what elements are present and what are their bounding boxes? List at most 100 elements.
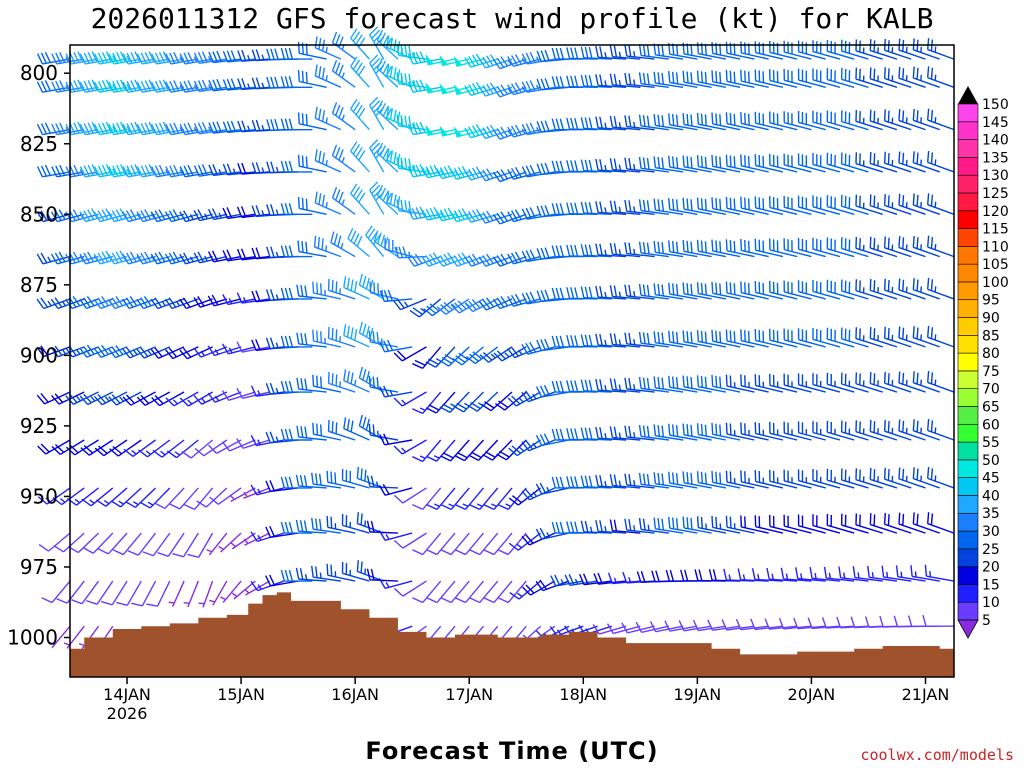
wind-barb: [869, 109, 898, 131]
x-tick-sublabel: 2026: [107, 704, 148, 723]
wind-barb: [883, 38, 912, 60]
wind-barb: [369, 281, 399, 300]
wind-barb: [164, 209, 199, 223]
wind-barb: [493, 346, 527, 362]
wind-barb: [440, 532, 470, 556]
colorbar-label: 55: [982, 435, 1000, 451]
wind-barb: [783, 280, 812, 300]
wind-barb: [840, 327, 869, 348]
wind-barb: [407, 206, 441, 220]
wind-barb: [711, 329, 741, 348]
wind-barb: [769, 238, 798, 258]
wind-barb: [912, 467, 940, 489]
wind-barb: [638, 72, 669, 89]
colorbar-swatch: [957, 584, 979, 603]
wind-barb: [725, 239, 755, 258]
wind-barb: [840, 372, 869, 393]
colorbar-label: 45: [982, 471, 1000, 487]
wind-barb: [314, 191, 342, 215]
wind-barb: [138, 439, 171, 458]
colorbar-label: 100: [982, 275, 1009, 291]
wind-barb: [107, 208, 142, 223]
wind-barb: [122, 209, 156, 223]
wind-barb: [696, 516, 727, 534]
wind-barb: [492, 84, 527, 98]
y-tick-label: 825: [20, 132, 58, 156]
wind-barb: [668, 516, 698, 534]
wind-barb: [812, 373, 841, 393]
wind-barb: [295, 519, 327, 534]
wind-barb: [653, 198, 684, 215]
wind-barb: [265, 574, 299, 587]
wind-barb: [343, 324, 370, 348]
wind-barb: [883, 236, 912, 258]
wind-barb: [412, 391, 442, 415]
wind-barb: [898, 326, 926, 348]
wind-barb: [653, 517, 684, 534]
wind-barb: [725, 515, 755, 534]
wind-barb: [754, 238, 784, 258]
wind-barb: [396, 199, 427, 215]
wind-barb: [311, 472, 342, 489]
wind-barb: [535, 384, 570, 398]
wind-barb: [566, 380, 598, 393]
wind-barb: [467, 391, 499, 412]
wind-barb: [754, 196, 784, 215]
wind-barb: [797, 237, 826, 258]
colorbar-label: 80: [982, 346, 1000, 362]
wind-barb: [769, 373, 798, 393]
wind-barb: [358, 273, 385, 300]
colorbar-swatch: [957, 601, 979, 621]
wind-barb: [840, 39, 869, 60]
wind-barb: [218, 532, 242, 553]
wind-barb: [609, 242, 641, 258]
wind-barb: [150, 251, 185, 265]
colorbar-swatch: [957, 174, 979, 194]
wind-barb: [280, 287, 313, 300]
wind-barb: [53, 532, 85, 553]
wind-barb: [108, 51, 142, 65]
wind-barb: [492, 169, 527, 183]
wind-barb: [797, 110, 826, 131]
wind-barb: [809, 567, 841, 582]
wind-barb: [440, 487, 470, 511]
wind-barb: [71, 580, 100, 605]
wind-barb: [668, 423, 698, 441]
wind-barb: [421, 252, 456, 267]
wind-barb: [783, 469, 812, 489]
wind-barb: [535, 433, 570, 447]
wind-barb: [769, 111, 798, 131]
wind-barb: [207, 294, 242, 307]
wind-barb: [37, 487, 71, 505]
wind-barb: [206, 532, 228, 556]
wind-barb: [193, 296, 228, 308]
wind-barb: [696, 70, 727, 89]
wind-barb: [412, 580, 442, 604]
wind-barb: [393, 391, 427, 407]
wind-barb: [769, 421, 798, 441]
wind-barb: [331, 59, 356, 88]
wind-barb: [179, 210, 213, 223]
wind-barb: [797, 195, 826, 215]
wind-barb: [595, 45, 627, 60]
wind-barb: [797, 68, 826, 88]
colorbar-label: 95: [982, 293, 1000, 309]
x-tick-label: 16JAN: [331, 685, 379, 704]
wind-barb: [492, 126, 527, 140]
colorbar-label: 120: [982, 204, 1009, 220]
wind-barb: [855, 468, 883, 489]
wind-barb: [812, 327, 841, 348]
wind-barb: [366, 520, 398, 534]
wind-barb: [926, 419, 955, 441]
wind-barb: [314, 64, 342, 88]
wind-barb: [369, 54, 385, 88]
wind-barb: [393, 580, 427, 597]
wind-barb: [426, 532, 456, 556]
wind-barb: [910, 565, 940, 582]
wind-barb: [725, 470, 755, 489]
wind-barb: [696, 197, 727, 215]
wind-barb: [898, 193, 926, 215]
wind-barb: [312, 374, 342, 393]
wind-barb: [146, 580, 171, 607]
